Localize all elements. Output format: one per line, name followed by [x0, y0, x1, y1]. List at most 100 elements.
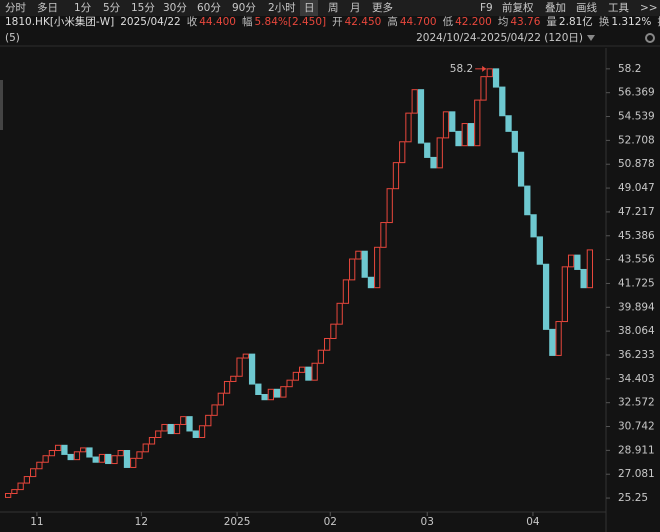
quote-value: 44.700: [400, 16, 437, 28]
quote-label: 开: [332, 16, 343, 28]
down-brick: [86, 447, 93, 458]
up-brick: [555, 321, 562, 356]
period-tab[interactable]: 2小时: [268, 2, 296, 14]
y-tick-label: 39.894: [618, 301, 655, 313]
down-brick: [511, 130, 518, 153]
up-brick: [223, 380, 231, 394]
tool-button[interactable]: 画线: [576, 1, 597, 14]
y-tick-label: 28.911: [618, 444, 655, 456]
quote-label: 幅: [242, 15, 253, 28]
down-brick: [248, 353, 256, 385]
period-tab[interactable]: 更多: [372, 1, 393, 14]
tool-button[interactable]: 叠加: [545, 2, 566, 14]
up-brick: [461, 123, 468, 147]
up-brick: [173, 423, 181, 435]
tool-button[interactable]: F9: [480, 2, 493, 14]
scrollbar: [0, 80, 3, 130]
quote-label: 收: [187, 15, 198, 28]
down-brick: [105, 453, 112, 465]
quote-value: 2.81亿: [559, 15, 593, 28]
up-brick: [242, 353, 249, 359]
period-tab[interactable]: 多日: [37, 1, 58, 14]
down-brick: [367, 276, 375, 289]
y-tick-label: 47.217: [618, 206, 655, 218]
quote-value: 1.312%: [611, 16, 651, 28]
quote-value: 44.400: [199, 16, 236, 28]
period-tab[interactable]: 周: [328, 2, 339, 14]
down-brick: [549, 328, 556, 356]
y-tick-label: 30.742: [618, 421, 655, 433]
period-tab[interactable]: 日: [304, 2, 315, 14]
quote-label: 换: [599, 15, 610, 28]
selected-period: [300, 0, 318, 16]
period-tab[interactable]: 分时: [5, 2, 26, 14]
settings-icon[interactable]: [645, 33, 655, 43]
quote-label: 均: [498, 16, 509, 28]
down-brick: [467, 123, 475, 147]
up-brick: [117, 450, 124, 457]
quote-label: 振: [657, 15, 660, 28]
tool-button[interactable]: >>: [640, 2, 658, 14]
period-tab[interactable]: 30分: [163, 2, 187, 14]
dropdown-icon[interactable]: [587, 35, 595, 41]
down-brick: [524, 185, 531, 216]
x-tick-label: 02: [324, 516, 337, 528]
period-tab[interactable]: 1分: [74, 2, 92, 14]
down-brick: [186, 416, 193, 432]
y-tick-label: 52.708: [618, 134, 655, 146]
up-brick: [355, 250, 362, 260]
up-brick: [136, 451, 143, 459]
up-brick: [205, 414, 212, 427]
y-tick-label: 49.047: [618, 182, 655, 194]
quote-value: 5.84%[2.450]: [255, 16, 327, 28]
up-brick: [442, 111, 450, 139]
up-brick: [98, 453, 106, 463]
up-brick: [217, 392, 224, 406]
quote-value: 42.200: [455, 16, 492, 28]
up-brick: [236, 357, 243, 377]
up-brick: [399, 141, 406, 164]
y-tick-label: 58.2: [618, 63, 641, 75]
period-tab[interactable]: 90分: [232, 2, 256, 14]
up-brick: [317, 349, 325, 364]
up-brick: [486, 68, 493, 78]
up-brick: [180, 416, 187, 425]
up-brick: [211, 404, 218, 416]
up-brick: [436, 137, 443, 169]
toolbar: [0, 0, 660, 16]
tool-button[interactable]: 前复权: [502, 1, 534, 14]
y-tick-label: 54.539: [618, 111, 655, 123]
up-brick: [336, 302, 343, 325]
up-brick: [586, 249, 594, 289]
down-brick: [505, 115, 512, 132]
down-brick: [261, 394, 268, 401]
y-tick-label: 38.064: [618, 325, 655, 337]
up-brick: [142, 443, 149, 453]
date-range[interactable]: 2024/10/24-2025/04/22 (120日): [416, 32, 583, 44]
y-tick-label: 27.081: [618, 468, 655, 480]
symbol: 1810.HK[小米集团-W]: [5, 15, 114, 28]
period-tab[interactable]: 60分: [197, 2, 221, 14]
up-brick: [311, 362, 318, 381]
up-brick: [73, 451, 81, 461]
up-brick: [342, 279, 350, 304]
down-brick: [417, 89, 425, 144]
up-brick: [299, 366, 306, 373]
up-brick: [386, 188, 393, 224]
period-tab[interactable]: 5分: [103, 2, 121, 14]
down-brick: [92, 456, 99, 463]
up-brick: [392, 162, 400, 190]
period-tab[interactable]: 月: [350, 2, 361, 14]
tool-button[interactable]: 工具: [608, 2, 629, 14]
x-tick-label: 04: [526, 516, 540, 528]
quote-row: 1810.HK[小米集团-W] 2025/04/22 收 44.400 幅 5.84%[2…: [5, 15, 660, 28]
down-brick: [449, 111, 456, 132]
down-brick: [424, 142, 431, 158]
up-brick: [374, 246, 381, 289]
quote-label: 低: [443, 15, 454, 28]
up-brick: [155, 430, 162, 438]
up-brick: [55, 444, 62, 452]
period-tab[interactable]: 15分: [131, 2, 155, 14]
x-tick-label: 12: [135, 516, 148, 528]
